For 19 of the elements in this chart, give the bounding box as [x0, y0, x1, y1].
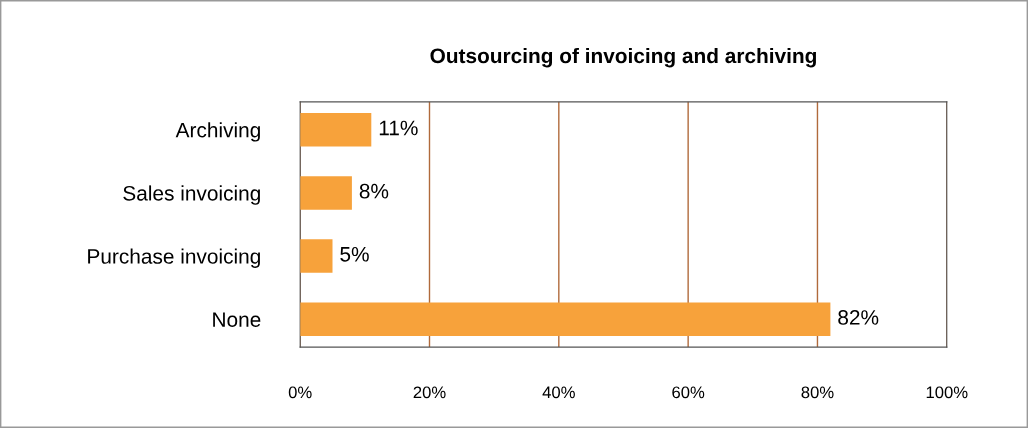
bar [300, 239, 333, 273]
x-tick-label: 40% [542, 386, 575, 399]
x-tick-label: 20% [413, 386, 446, 399]
x-tick-label: 0% [288, 386, 312, 399]
data-label: 8% [359, 183, 389, 199]
chart-title: Outsourcing of invoicing and archiving [430, 47, 816, 68]
y-tick-label: Archiving [175, 122, 260, 142]
bar [300, 176, 352, 210]
y-tick-label: Sales invoicing [123, 185, 260, 205]
data-label: 11% [379, 120, 418, 136]
bar [300, 302, 831, 336]
y-tick-label: Purchase invoicing [88, 248, 260, 268]
y-tick-label: None [213, 312, 261, 327]
data-label: 82% [838, 310, 879, 325]
x-tick-label: 80% [801, 386, 834, 399]
data-label: 5% [340, 247, 369, 262]
bar [300, 113, 372, 147]
x-tick-label: 60% [672, 386, 705, 399]
x-tick-label: 100% [926, 386, 968, 399]
